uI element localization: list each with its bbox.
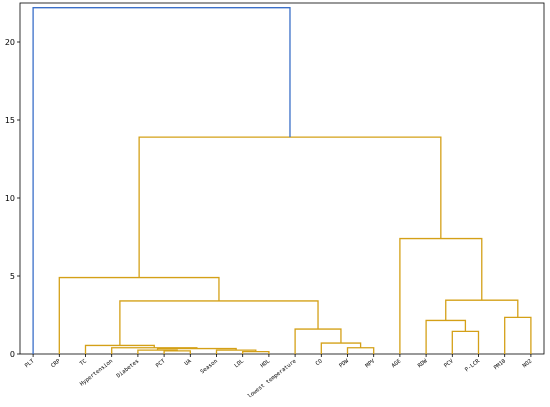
y-tick-label-5: 5: [10, 272, 15, 281]
dendrogram-link-16: [399, 237, 483, 354]
y-tick-label-15: 15: [5, 116, 15, 125]
leaf-label-7: Season: [200, 358, 219, 375]
dendrogram-link-3: [137, 349, 178, 354]
dendrogram-link-7: [346, 347, 375, 354]
leaf-label-18: PM10: [493, 358, 507, 371]
dendrogram-link-17: [138, 136, 442, 278]
leaf-label-2: TC: [79, 358, 88, 367]
y-axis: 0 5 10 15 20: [5, 38, 20, 359]
plot-frame: [19, 2, 545, 355]
dendrogram-link-9: [294, 328, 342, 354]
leaf-label-19: NO2: [522, 358, 534, 369]
leaf-label-12: PDW: [338, 358, 350, 369]
dendrogram-link-8: [320, 342, 362, 354]
leaf-label-8: LDL: [234, 358, 246, 369]
y-tick-label-10: 10: [5, 194, 15, 203]
dendrogram-link-12: [451, 330, 480, 354]
dendrogram-link-14: [504, 316, 532, 354]
y-tick-label-0: 0: [10, 350, 15, 359]
dendrogram-link-10: [119, 300, 319, 346]
leaf-label-6: UA: [184, 358, 193, 367]
leaf-label-14: AGE: [391, 358, 403, 369]
leaf-label-16: PCV: [443, 358, 455, 369]
dendrogram-link-2: [163, 350, 191, 354]
dendrogram-links: [32, 7, 532, 354]
dendrogram-link-18: [32, 7, 291, 354]
dendrogram-link-13: [425, 319, 467, 354]
leaf-label-9: HDL: [260, 358, 272, 369]
dendrogram-link-11: [58, 276, 220, 354]
leaf-label-10: lowest temperature: [247, 358, 298, 399]
leaf-label-5: PCT: [155, 358, 167, 369]
leaf-label-15: RDW: [417, 358, 429, 369]
leaf-label-17: P-LCR: [464, 358, 481, 373]
leaf-label-4: Diabetes: [116, 358, 141, 379]
leaf-label-1: CRP: [50, 358, 62, 369]
leaf-label-0: PLT: [24, 358, 36, 369]
leaf-label-13: MPV: [365, 358, 377, 369]
y-tick-label-20: 20: [5, 38, 15, 47]
leaf-label-11: CO: [315, 358, 324, 367]
